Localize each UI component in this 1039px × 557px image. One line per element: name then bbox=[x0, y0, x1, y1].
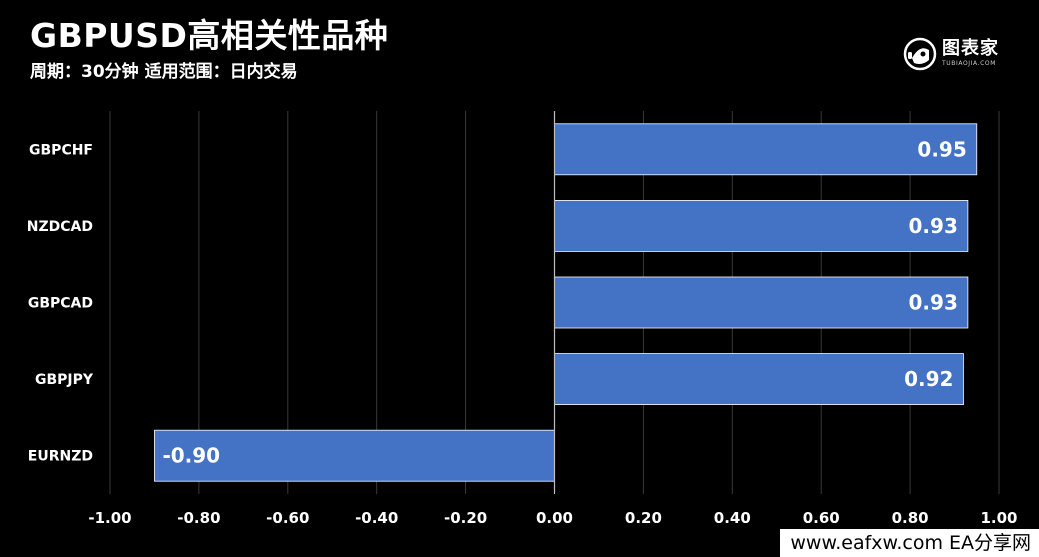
chart-subtitle: 周期：30分钟 适用范围：日内交易 bbox=[30, 62, 298, 82]
data-label: 0.95 bbox=[917, 137, 966, 161]
data-label: 0.93 bbox=[909, 291, 958, 315]
x-tick-label: 0.80 bbox=[892, 509, 929, 527]
watermark: www.eafxw.com EA分享网 bbox=[780, 529, 1039, 557]
x-tick-label: 0.00 bbox=[536, 509, 573, 527]
x-tick-label: 1.00 bbox=[980, 509, 1017, 527]
data-label: 0.92 bbox=[904, 367, 953, 391]
x-tick-label: 0.20 bbox=[625, 509, 662, 527]
x-tick-label: 0.60 bbox=[803, 509, 840, 527]
x-tick-label: -1.00 bbox=[88, 509, 131, 527]
data-label: 0.93 bbox=[909, 214, 958, 238]
category-label: NZDCAD bbox=[27, 219, 93, 235]
bar bbox=[554, 123, 978, 176]
x-tick-label: -0.60 bbox=[266, 509, 309, 527]
bar bbox=[554, 199, 969, 252]
category-label: EURNZD bbox=[28, 449, 93, 465]
category-label: GBPCAD bbox=[28, 296, 93, 312]
bar bbox=[154, 429, 555, 482]
bar bbox=[554, 276, 969, 329]
brand-logo: 图表家 TUBIAOJIA.COM bbox=[902, 36, 1008, 72]
bar bbox=[554, 353, 964, 406]
data-label: -0.90 bbox=[162, 444, 220, 468]
category-label: GBPCHF bbox=[29, 142, 93, 158]
category-label: GBPJPY bbox=[35, 372, 94, 388]
x-tick-label: -0.40 bbox=[355, 509, 398, 527]
x-tick-label: -0.80 bbox=[177, 509, 220, 527]
logo-subtext: TUBIAOJIA.COM bbox=[942, 60, 996, 67]
logo-text: 图表家 bbox=[942, 38, 999, 59]
chart-title: GBPUSD高相关性品种 bbox=[30, 16, 389, 55]
x-tick-label: -0.20 bbox=[444, 509, 487, 527]
robot-head-icon bbox=[903, 37, 937, 71]
x-tick-label: 0.40 bbox=[714, 509, 751, 527]
